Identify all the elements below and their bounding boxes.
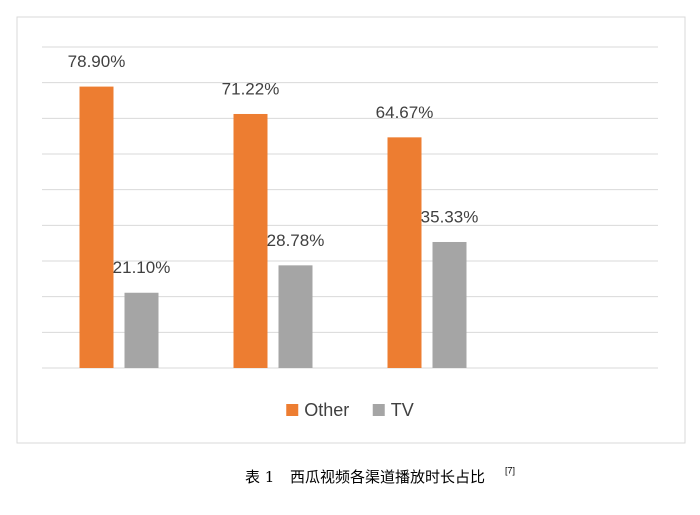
bar [124, 292, 159, 368]
legend-swatch [286, 404, 299, 416]
bar [432, 241, 467, 368]
data-label: 71.22% [222, 79, 280, 98]
legend-swatch [372, 404, 385, 416]
legend-label: TV [391, 400, 414, 420]
data-label: 78.90% [68, 52, 126, 71]
data-label: 64.67% [376, 103, 434, 122]
bar [387, 137, 422, 368]
legend-label: Other [304, 400, 349, 420]
bar [278, 265, 313, 368]
bar [79, 86, 114, 368]
data-label: 35.33% [421, 207, 479, 226]
caption-ref: [7] [505, 465, 515, 475]
data-label: 28.78% [267, 231, 325, 250]
caption-text: 西瓜视频各渠道播放时长占比 [290, 468, 485, 486]
data-label: 21.10% [113, 258, 171, 277]
bar [233, 113, 268, 369]
chart-frame [16, 16, 686, 444]
caption-label: 表 1 [245, 468, 274, 486]
